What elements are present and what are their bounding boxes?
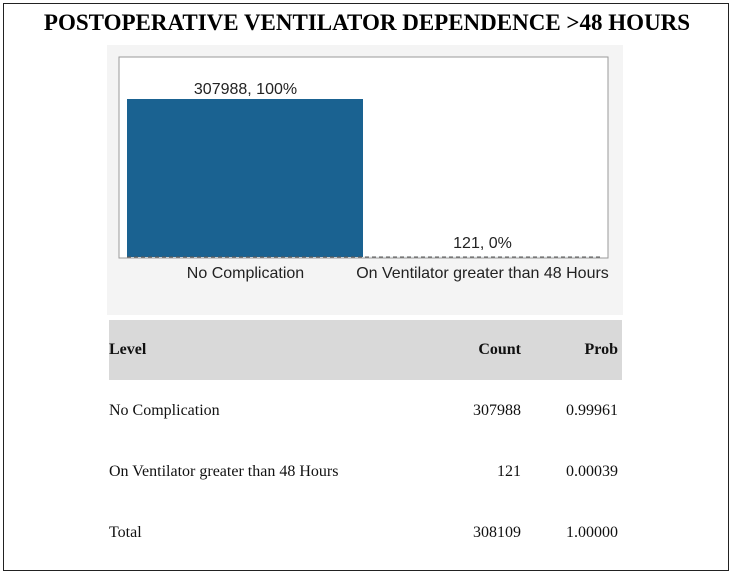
table-row: No Complication 307988 0.99961 bbox=[109, 380, 622, 441]
table-cell: 121 bbox=[497, 462, 521, 480]
x-tick-label: On Ventilator greater than 48 Hours bbox=[356, 265, 609, 282]
frame bbox=[3, 3, 729, 571]
header-cell: Level bbox=[109, 320, 421, 380]
x-tick-label: No Complication bbox=[187, 265, 304, 282]
table-cell: Total bbox=[109, 523, 142, 541]
chart: 307988, 100% No Complication 121, 0% On Ven… bbox=[107, 45, 623, 315]
table-cell: 1.00000 bbox=[566, 523, 618, 541]
data-label: 121, 0% bbox=[453, 235, 512, 252]
table: Level Count Prob No Complication 307988 0.999… bbox=[109, 320, 622, 563]
bar bbox=[127, 99, 363, 257]
header-cell: Count bbox=[421, 320, 521, 380]
table-row: On Ventilator greater than 48 Hours 121 0.… bbox=[109, 441, 622, 502]
table-cell: 0.00039 bbox=[566, 462, 618, 480]
table-cell: 0.99961 bbox=[566, 401, 618, 419]
table-row: Total 308109 1.00000 bbox=[109, 502, 622, 563]
header-cell: Prob bbox=[521, 320, 622, 380]
table-cell: No Complication bbox=[109, 401, 220, 419]
table-cell: 308109 bbox=[473, 523, 521, 541]
data-label: 307988, 100% bbox=[194, 81, 297, 98]
page-title: POSTOPERATIVE VENTILATOR DEPENDENCE >48 … bbox=[43, 10, 691, 35]
header-row: Level Count Prob bbox=[109, 320, 622, 380]
table-cell: On Ventilator greater than 48 Hours bbox=[109, 462, 339, 480]
table-cell: 307988 bbox=[473, 401, 521, 419]
